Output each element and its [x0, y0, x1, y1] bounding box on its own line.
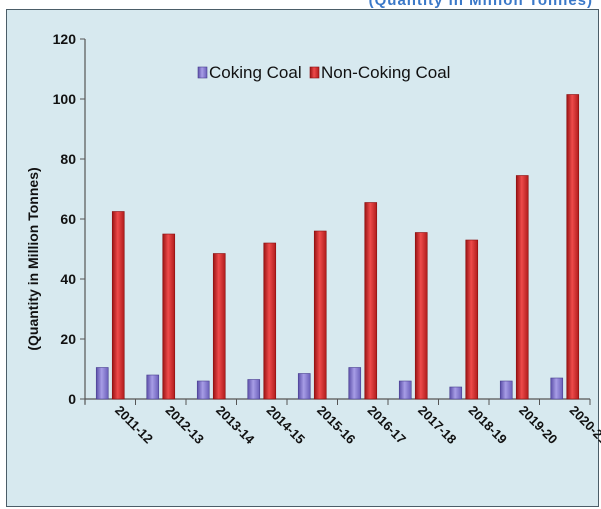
coking-coal-bar: [297, 373, 311, 400]
non-coking-coal-bar: [515, 175, 529, 400]
non-coking-coal-bar: [111, 211, 125, 400]
non-coking-coal-bar: [162, 233, 176, 400]
x-tick-label: 2013-14: [213, 403, 258, 448]
x-tick-label: 2019-20: [516, 403, 560, 447]
non-coking-coal-bar: [414, 232, 428, 400]
non-coking-coal-bar: [263, 242, 277, 400]
x-tick-label: 2012-13: [163, 403, 207, 447]
legend-label-coking-coal: Coking Coal: [209, 63, 302, 82]
non-coking-coal-bar: [212, 253, 226, 400]
x-tick-label: 2014-15: [264, 403, 308, 447]
y-tick-label: 20: [60, 331, 76, 347]
coking-coal-bar: [146, 374, 160, 400]
y-axis-label: (Quantity in Million Tonnes): [25, 167, 41, 350]
coking-coal-bar: [348, 367, 362, 400]
x-tick-label: 2015-16: [314, 403, 358, 447]
x-tick-label: 2018-19: [466, 403, 510, 447]
non-coking-coal-bar: [566, 94, 580, 400]
non-coking-coal-bar: [313, 230, 327, 400]
coking-coal-bar: [247, 379, 261, 400]
y-tick-label: 100: [53, 91, 77, 107]
plot-panel: [6, 9, 599, 507]
coking-coal-bar: [550, 377, 564, 400]
cropped-header-strip: (Quantity in Million Tonnes): [0, 0, 601, 9]
cropped-header-text: (Quantity in Million Tonnes): [368, 0, 593, 9]
legend-swatch-coking-coal: [197, 66, 208, 79]
coking-coal-bar: [499, 380, 513, 400]
y-tick-label: 40: [60, 271, 76, 287]
y-tick-label: 60: [60, 211, 76, 227]
coking-coal-bar: [196, 380, 210, 400]
legend-label-non-coking-coal: Non-Coking Coal: [321, 63, 450, 82]
legend-swatch-non-coking-coal: [309, 66, 320, 79]
y-tick-label: 120: [53, 31, 77, 47]
legend: Coking Coal Non-Coking Coal: [197, 63, 450, 82]
coking-coal-bar: [95, 367, 109, 400]
y-tick-label: 0: [68, 391, 76, 407]
x-tick-label: 2011-12: [112, 403, 156, 447]
coking-coal-bar: [398, 380, 412, 400]
non-coking-coal-bar: [364, 202, 378, 400]
coking-coal-bar: [449, 386, 463, 400]
x-tick-label: 2020-21: [567, 403, 601, 447]
non-coking-coal-bar: [465, 239, 479, 400]
x-tick-label: 2017-18: [415, 403, 459, 447]
y-tick-label: 80: [60, 151, 76, 167]
x-tick-label: 2016-17: [365, 403, 409, 447]
